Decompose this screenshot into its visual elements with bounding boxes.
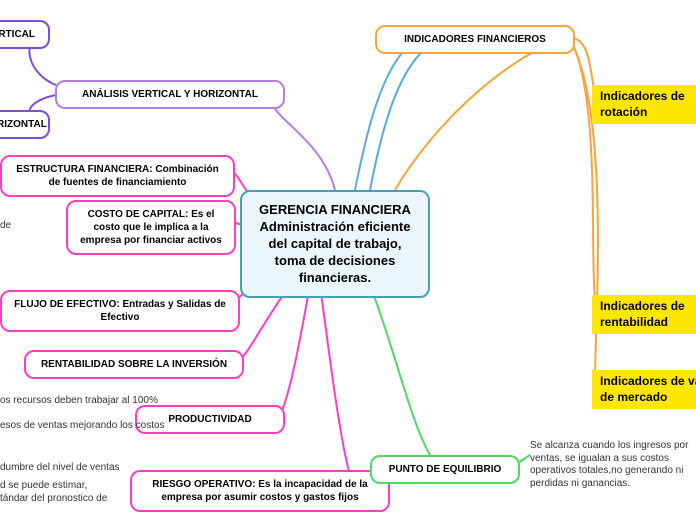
text-eq_desc: Se alcanza cuando los ingresos por venta…: [530, 440, 695, 490]
node-vertical: VERTICAL: [0, 20, 50, 49]
node-rentabilidad: RENTABILIDAD SOBRE LA INVERSIÓN: [24, 350, 244, 379]
node-costo_cap: COSTO DE CAPITAL: Es el costo que le imp…: [66, 200, 236, 255]
text-prod2: esos de ventas mejorando los costos: [0, 420, 165, 433]
node-analisis_vh: ANÁLISIS VERTICAL Y HORIZONTAL: [55, 80, 285, 109]
text-ventas2: d se puede estimar, tándar del pronostic…: [0, 480, 107, 505]
node-punto_eq: PUNTO DE EQUILIBRIO: [370, 455, 520, 484]
text-prod1: os recursos deben trabajar al 100%: [0, 395, 158, 408]
center-node: GERENCIA FINANCIERA Administración efici…: [240, 190, 430, 298]
node-estructura: ESTRUCTURA FINANCIERA: Combinación de fu…: [0, 155, 235, 197]
node-ind_rotacion: Indicadores de rotación: [592, 85, 696, 124]
text-de: de: [0, 220, 11, 233]
node-indicadores_financieros: INDICADORES FINANCIEROS: [375, 25, 575, 54]
node-horizontal: HORIZONTAL: [0, 110, 50, 139]
node-ind_valor: Indicadores de valor de mercado: [592, 370, 696, 409]
node-riesgo: RIESGO OPERATIVO: Es la incapacidad de l…: [130, 470, 390, 512]
text-ventas1: dumbre del nivel de ventas: [0, 462, 120, 475]
node-ind_rentab: Indicadores de rentabilidad: [592, 295, 696, 334]
node-flujo: FLUJO DE EFECTIVO: Entradas y Salidas de…: [0, 290, 240, 332]
